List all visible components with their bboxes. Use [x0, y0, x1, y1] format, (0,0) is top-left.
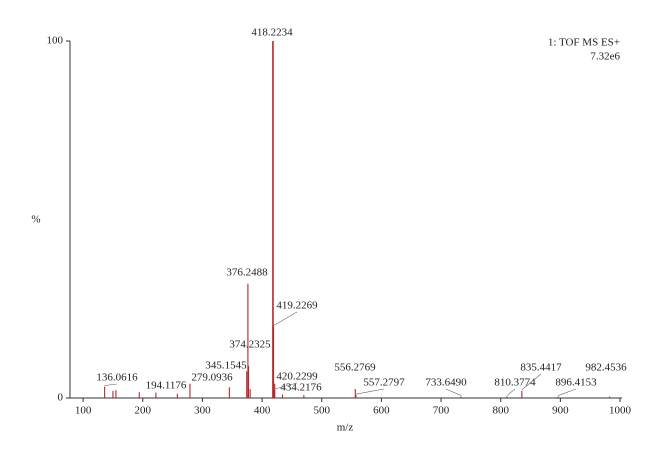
corner-title: 1: TOF MS ES+ [548, 37, 620, 49]
peak-label: 136.0616 [96, 372, 138, 384]
x-tick-label: 200 [135, 405, 152, 417]
x-axis-label: m/z [337, 422, 354, 434]
peak-label: 556.2769 [334, 362, 376, 374]
leader-line [558, 388, 577, 396]
x-tick-label: 1000 [609, 405, 632, 417]
y-axis-label: % [31, 214, 40, 226]
peak-label: 835.4417 [520, 362, 562, 374]
leader-line [355, 388, 385, 395]
peak-label: 434.2176 [280, 382, 322, 394]
leader-line [506, 388, 516, 396]
leader-line [274, 382, 298, 390]
x-tick-label: 600 [373, 405, 390, 417]
peak-label: 279.0936 [191, 372, 233, 384]
leader-line [104, 383, 118, 386]
peak-label: 420.2299 [276, 371, 318, 383]
x-tick-label: 400 [254, 405, 271, 417]
peak-label: 557.2797 [363, 377, 405, 389]
leader-line [445, 388, 462, 396]
x-tick-label: 300 [194, 405, 211, 417]
x-tick-label: 100 [75, 405, 92, 417]
peak-label: 419.2269 [276, 300, 318, 312]
x-tick-label: 700 [433, 405, 450, 417]
peak-label: 376.2488 [226, 267, 268, 279]
x-tick-label: 500 [313, 405, 330, 417]
x-tick-label: 900 [552, 405, 569, 417]
corner-subtitle: 7.32e6 [590, 51, 620, 63]
y-tick-label: 0 [58, 392, 64, 404]
peak-label: 194.1176 [146, 380, 187, 392]
peak-label: 418.2234 [251, 27, 293, 39]
leader-line [273, 311, 298, 326]
peak-label: 896.4153 [555, 377, 597, 389]
peak-label: 982.4536 [585, 362, 627, 374]
peak-label: 345.1545 [205, 360, 247, 372]
peak-label: 733.6490 [425, 377, 467, 389]
peak-label: 810.3774 [494, 377, 536, 389]
peak-label: 374.2325 [229, 339, 271, 351]
leader-line [521, 373, 542, 391]
y-tick-label: 100 [47, 35, 64, 47]
x-tick-label: 800 [492, 405, 509, 417]
